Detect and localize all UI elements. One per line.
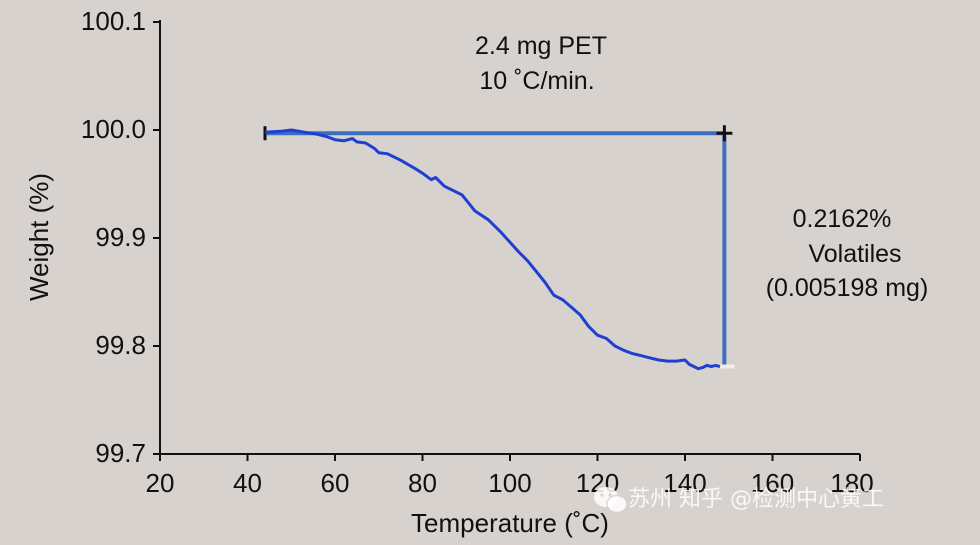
sample-info-line2: 10 ˚C/min. xyxy=(479,67,594,95)
volatile-step-annotation xyxy=(263,125,735,369)
y-tick-label: 99.8 xyxy=(95,330,146,360)
result-mass: (0.005198 mg) xyxy=(766,274,929,302)
x-tick-label: 20 xyxy=(146,468,175,498)
x-tick-label: 160 xyxy=(751,468,794,498)
x-tick-label: 140 xyxy=(663,468,706,498)
x-axis-title: Temperature (˚C) xyxy=(411,508,609,538)
x-tick-label: 40 xyxy=(233,468,262,498)
y-axis-title: Weight (%) xyxy=(24,173,54,301)
axis-ticks xyxy=(153,21,861,461)
x-tick-label: 60 xyxy=(321,468,350,498)
y-tick-label: 99.9 xyxy=(95,222,146,252)
x-tick-label: 80 xyxy=(408,468,437,498)
result-label: Volatiles xyxy=(808,240,901,268)
wechat-icon xyxy=(594,487,628,514)
x-tick-label: 180 xyxy=(830,468,873,498)
y-tick-label: 100.0 xyxy=(81,114,146,144)
watermark: 苏州 知乎 @检测中心黄工 xyxy=(594,487,884,514)
result-percent: 0.2162% xyxy=(793,205,892,233)
watermark-text: 苏州 知乎 @检测中心黄工 xyxy=(628,487,884,512)
y-tick-label: 99.7 xyxy=(95,438,146,468)
x-tick-label: 100 xyxy=(488,468,531,498)
weight-curve xyxy=(264,128,721,371)
sample-info-line1: 2.4 mg PET xyxy=(475,32,607,60)
y-tick-label: 100.1 xyxy=(81,6,146,36)
